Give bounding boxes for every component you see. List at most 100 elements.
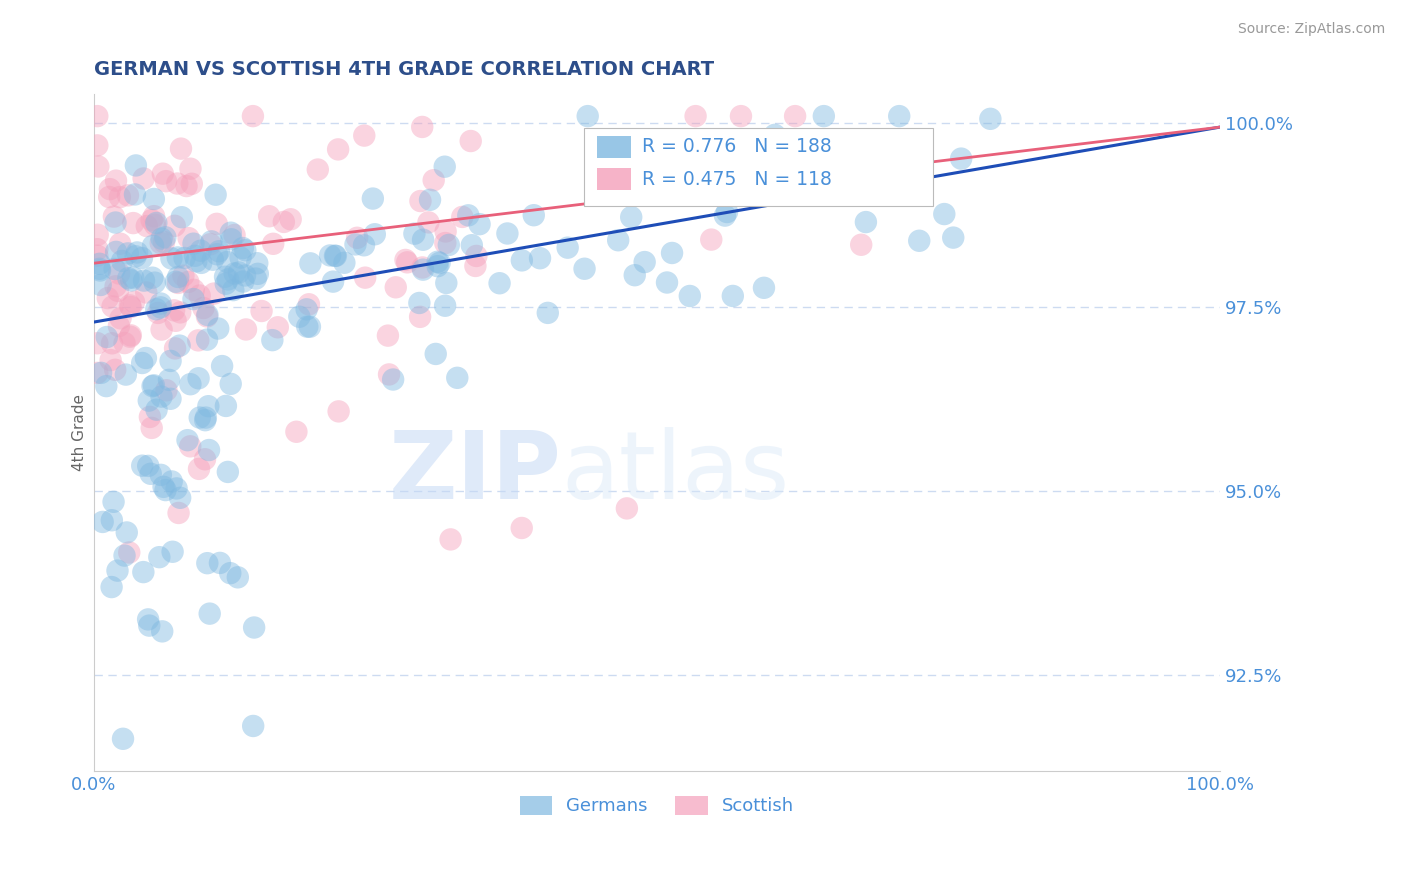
Point [426, 259, 449, 273]
Point [457, 208, 479, 222]
Point [183, 292, 205, 306]
Point [679, 289, 702, 303]
Point [217, 255, 239, 269]
Point [297, 319, 319, 334]
Point [108, 319, 131, 334]
Point [221, 232, 243, 246]
Point [193, 301, 215, 315]
Point [488, 277, 510, 291]
Point [101, 513, 124, 527]
Point [190, 256, 212, 270]
Point [138, 618, 160, 632]
Point [155, 483, 177, 497]
Point [167, 269, 190, 284]
Point [288, 310, 311, 324]
Point [439, 533, 461, 547]
Legend: Germans, Scottish: Germans, Scottish [512, 789, 801, 822]
Point [574, 261, 596, 276]
Point [378, 368, 401, 382]
Point [132, 274, 155, 288]
Point [152, 480, 174, 494]
Y-axis label: 4th Grade: 4th Grade [72, 394, 87, 471]
Point [250, 304, 273, 318]
Point [195, 556, 218, 570]
Point [166, 251, 188, 265]
Point [103, 262, 125, 277]
Point [364, 227, 387, 242]
Point [655, 276, 678, 290]
Point [101, 336, 124, 351]
Point [200, 237, 222, 252]
Point [197, 308, 219, 322]
Point [152, 167, 174, 181]
Point [89, 257, 111, 271]
Point [190, 244, 212, 258]
Point [120, 329, 142, 343]
Point [204, 187, 226, 202]
Point [714, 209, 737, 223]
Point [464, 259, 486, 273]
Point [165, 342, 187, 356]
Point [228, 265, 250, 279]
Point [153, 235, 176, 249]
Point [111, 254, 134, 268]
Point [468, 217, 491, 231]
Point [105, 174, 128, 188]
Point [325, 249, 347, 263]
Point [434, 276, 457, 290]
Point [122, 295, 145, 310]
Point [107, 564, 129, 578]
Point [616, 501, 638, 516]
Point [224, 227, 246, 242]
Point [537, 306, 560, 320]
Point [166, 482, 188, 496]
Point [186, 254, 208, 268]
Point [162, 545, 184, 559]
Point [141, 270, 163, 285]
Point [298, 297, 321, 311]
Point [169, 338, 191, 352]
Point [176, 433, 198, 447]
Point [408, 296, 430, 310]
Point [157, 373, 180, 387]
Point [169, 491, 191, 505]
Point [89, 263, 111, 277]
Point [529, 251, 551, 265]
Point [125, 158, 148, 172]
Point [183, 283, 205, 297]
Point [138, 393, 160, 408]
Point [90, 366, 112, 380]
Point [232, 275, 254, 289]
Point [217, 272, 239, 286]
Point [262, 333, 284, 347]
Point [217, 465, 239, 479]
Text: R = 0.776   N = 188: R = 0.776 N = 188 [643, 137, 832, 156]
Point [160, 475, 183, 489]
Point [346, 231, 368, 245]
Point [118, 298, 141, 312]
Point [323, 249, 346, 263]
Point [835, 145, 858, 159]
Point [195, 333, 218, 347]
Text: GERMAN VS SCOTTISH 4TH GRADE CORRELATION CHART: GERMAN VS SCOTTISH 4TH GRADE CORRELATION… [94, 60, 714, 78]
Point [523, 208, 546, 222]
Point [730, 109, 752, 123]
Point [150, 232, 173, 246]
Point [979, 112, 1001, 126]
Point [150, 624, 173, 639]
Point [115, 525, 138, 540]
Point [141, 213, 163, 227]
Point [176, 179, 198, 194]
Point [496, 227, 519, 241]
Point [89, 261, 111, 276]
Point [98, 182, 121, 196]
Point [446, 371, 468, 385]
Point [179, 377, 201, 392]
Point [232, 241, 254, 255]
Point [159, 392, 181, 406]
Point [142, 378, 165, 392]
Point [434, 224, 457, 238]
Point [200, 235, 222, 249]
Point [101, 300, 124, 314]
Point [205, 217, 228, 231]
